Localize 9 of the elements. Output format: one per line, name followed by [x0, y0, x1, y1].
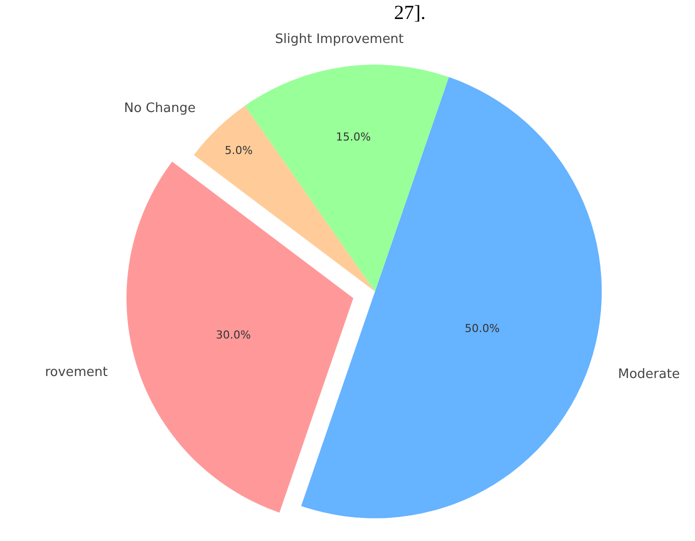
- data-label: 5.0%: [224, 144, 253, 157]
- slice-label: Moderate: [618, 367, 680, 382]
- data-label: 30.0%: [216, 328, 251, 342]
- data-label: 15.0%: [336, 130, 371, 144]
- slice-label: rovement: [45, 365, 108, 380]
- data-label: 50.0%: [464, 322, 500, 335]
- slice-label: No Change: [124, 101, 196, 116]
- chart-title: 27].: [394, 2, 426, 24]
- slice-label: Slight Improvement: [275, 32, 404, 47]
